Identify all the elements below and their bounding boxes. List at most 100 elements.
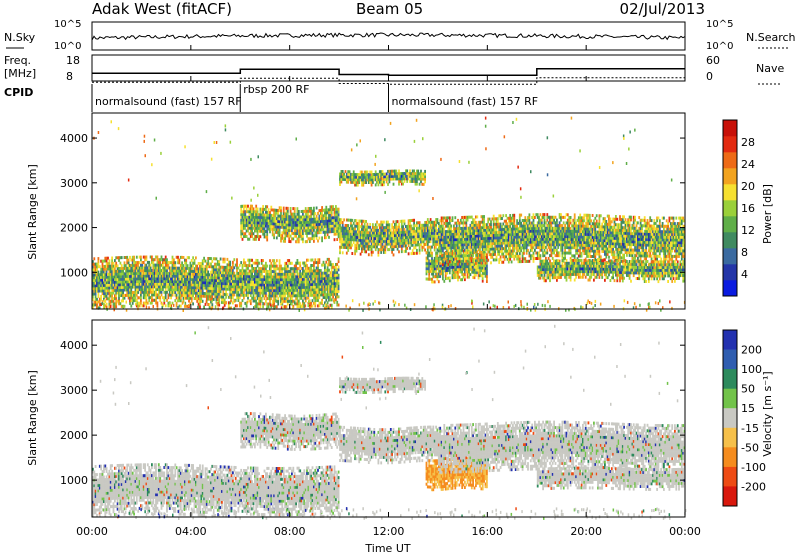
power-cell [97, 270, 100, 274]
power-cell [308, 293, 311, 297]
power-cell [339, 234, 341, 238]
power-cell [151, 274, 153, 278]
power-cell [326, 295, 329, 299]
power-cell [322, 271, 325, 275]
power-cell [448, 241, 451, 244]
power-cell [308, 223, 311, 227]
power-cell [317, 220, 319, 224]
power-cell [344, 226, 347, 230]
power-cell [457, 265, 459, 269]
power-cell [199, 272, 201, 276]
power-cell [229, 287, 232, 291]
power-cell [275, 236, 278, 240]
power-cell [377, 180, 380, 184]
power-cell [134, 290, 137, 294]
power-cell [307, 215, 310, 219]
power-cell [265, 224, 267, 228]
power-cell [282, 283, 285, 287]
power-cell [181, 255, 183, 259]
power-cell [142, 290, 145, 294]
power-cell [227, 301, 230, 305]
power-cell [170, 288, 172, 292]
power-cell [141, 277, 144, 281]
power-cell [192, 275, 194, 279]
power-cell [405, 236, 407, 239]
power-cell [126, 255, 129, 259]
power-cell [373, 234, 376, 238]
power-cell [243, 218, 245, 222]
power-cell [98, 278, 101, 282]
power-cell [286, 278, 289, 282]
power-cell [302, 234, 304, 238]
power-cell [171, 277, 174, 281]
power-cell [370, 178, 373, 182]
power-cell [173, 285, 175, 289]
power-cell [219, 276, 222, 280]
power-cell [280, 286, 282, 290]
power-cell [322, 274, 325, 278]
power-cell [274, 291, 277, 295]
power-cell [284, 239, 286, 243]
power-cell [114, 264, 116, 268]
power-cell [155, 271, 157, 275]
power-cell [322, 282, 325, 286]
power-cell [391, 242, 393, 246]
power-cell [196, 264, 199, 268]
power-cell [352, 221, 355, 225]
power-cell [265, 299, 267, 303]
power-cell [448, 271, 451, 275]
power-cell [361, 233, 363, 237]
power-cell [281, 223, 284, 227]
power-cell [123, 293, 126, 297]
power-cell [112, 299, 115, 303]
power-cell [223, 287, 226, 291]
power-cell [345, 240, 348, 244]
power-cell [343, 175, 345, 179]
power-cell [170, 277, 172, 281]
power-cell [252, 269, 255, 273]
power-cell [420, 240, 422, 244]
power-cell [296, 302, 299, 306]
power-cell [278, 289, 281, 292]
power-cell [94, 268, 97, 272]
power-cell [486, 264, 488, 268]
power-cell [133, 255, 135, 259]
power-cell [458, 259, 461, 263]
power-cell [249, 302, 252, 306]
power-cell [407, 227, 410, 231]
power-cell [354, 178, 356, 182]
power-cell [332, 295, 334, 299]
power-cell [308, 272, 311, 276]
power-cell [280, 291, 282, 295]
power-cell [373, 178, 376, 182]
power-cell [333, 213, 336, 217]
power-cell [454, 260, 457, 263]
power-cell [443, 235, 446, 239]
power-cell [483, 269, 485, 273]
power-cell [416, 248, 418, 252]
power-cell [152, 277, 155, 281]
power-cell [179, 296, 182, 300]
power-cell [314, 217, 317, 221]
power-cell [291, 278, 293, 282]
power-cell [248, 291, 251, 295]
power-cell [278, 278, 281, 282]
power-cell [292, 283, 295, 287]
power-cell [92, 265, 94, 269]
power-cell [352, 175, 355, 179]
power-cell [251, 283, 253, 287]
power-cell [310, 301, 313, 305]
power-cell [347, 226, 350, 230]
power-cell [295, 215, 297, 219]
power-cell [439, 238, 442, 242]
power-cell [280, 299, 282, 303]
power-cell [248, 210, 251, 214]
power-cell [444, 257, 447, 261]
power-cell [164, 285, 167, 289]
power-cell [182, 256, 185, 259]
power-cell [411, 235, 414, 239]
power-cell [325, 282, 328, 286]
power-cell [300, 283, 303, 287]
power-cell [141, 271, 144, 275]
power-cell [105, 273, 108, 276]
